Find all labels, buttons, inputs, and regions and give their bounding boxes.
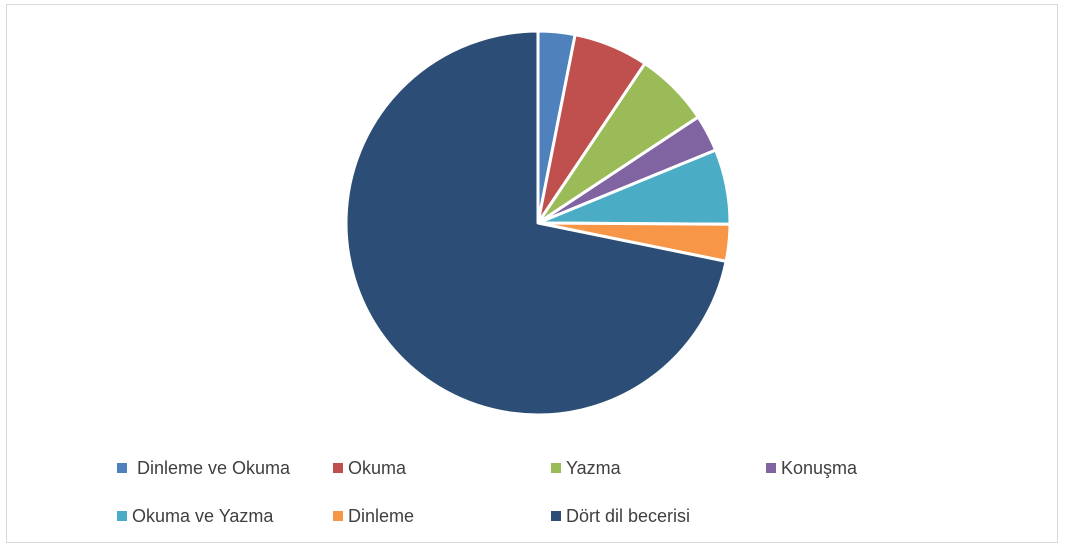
legend-swatch-0 [117, 463, 127, 473]
pie-slices [344, 29, 732, 417]
legend-swatch-1 [333, 463, 343, 473]
legend-swatch-2 [551, 463, 561, 473]
legend-label-5: Dinleme [348, 506, 414, 526]
legend-swatch-6 [551, 511, 561, 521]
legend-swatch-5 [333, 511, 343, 521]
legend-swatch-3 [766, 463, 776, 473]
pie-slice-6 [344, 29, 728, 417]
legend-label-1: Okuma [348, 458, 407, 478]
legend-label-0: Dinleme ve Okuma [132, 458, 291, 478]
legend-label-3: Konuşma [781, 458, 858, 478]
legend-label-6: Dört dil becerisi [566, 506, 690, 526]
legend-swatch-4 [117, 511, 127, 521]
legend-label-2: Yazma [566, 458, 622, 478]
legend-label-4: Okuma ve Yazma [132, 506, 274, 526]
legend: Dinleme ve Okuma Okuma Yazma Konuşma Okuma v… [117, 458, 858, 526]
